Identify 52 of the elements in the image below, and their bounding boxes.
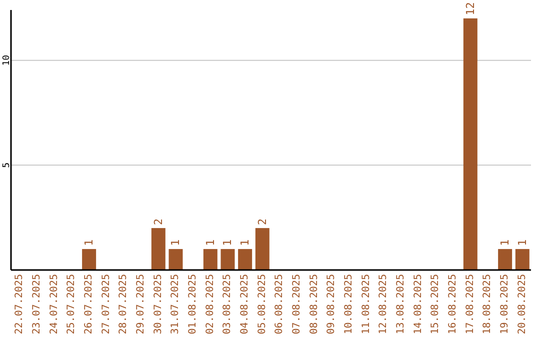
data-label: 1 [498,239,512,246]
x-tick-label: 03.08.2025 [222,274,234,334]
x-tick-label: 15.08.2025 [430,274,442,334]
bar [220,249,235,270]
x-tick-label: 20.08.2025 [516,274,528,334]
x-tick-label: 28.07.2025 [118,274,130,334]
data-label: 1 [238,239,252,246]
x-tick-label: 30.07.2025 [152,274,164,334]
x-tick-label: 02.08.2025 [204,274,216,334]
x-tick-label: 29.07.2025 [136,274,146,334]
y-tick-label: 10 [2,54,12,66]
x-tick-label: 17.08.2025 [464,274,476,334]
bar [151,228,166,270]
x-tick-label: 01.08.2025 [188,274,198,334]
x-tick-label: 06.08.2025 [274,274,286,334]
x-tick-label: 26.07.2025 [84,274,94,334]
x-tick-label: 22.07.2025 [14,274,26,334]
x-tick-label: 16.08.2025 [448,274,458,334]
data-label: 1 [516,239,529,246]
x-tick-label: 12.08.2025 [378,274,390,334]
data-label: 12 [464,2,477,16]
data-label: 2 [256,218,269,226]
x-tick-label: 11.08.2025 [360,274,372,334]
x-tick-label: 25.07.2025 [66,274,78,334]
x-tick-label: 24.07.2025 [48,274,60,334]
bar [82,249,96,270]
x-tick-label: 14.08.2025 [412,274,424,334]
x-tick-label: 05.08.2025 [256,274,268,334]
data-label: 1 [221,239,234,246]
x-tick-label: 07.08.2025 [292,274,302,334]
x-tick-label: 09.08.2025 [326,274,338,334]
data-label: 2 [152,218,165,226]
x-tick-label: 27.07.2025 [100,274,112,334]
y-tick-label: 5 [2,162,12,168]
data-label: 1 [82,239,96,246]
x-tick-label: 04.08.2025 [240,274,250,334]
x-tick-label: 10.08.2025 [344,274,354,334]
x-tick-label: 31.07.2025 [170,274,182,334]
x-tick-label: 13.08.2025 [396,274,406,334]
bar [255,228,270,270]
data-label: 1 [204,239,217,246]
x-tick-label: 08.08.2025 [308,274,320,334]
x-tick-label: 19.08.2025 [500,274,510,334]
bar [498,249,512,270]
x-tick-label: 18.08.2025 [482,274,494,334]
x-tick-label: 23.07.2025 [32,274,42,334]
bar [463,18,478,270]
bar [515,249,530,270]
bar [168,249,183,270]
bar [203,249,218,270]
bar [238,249,252,270]
data-label: 1 [169,239,182,246]
